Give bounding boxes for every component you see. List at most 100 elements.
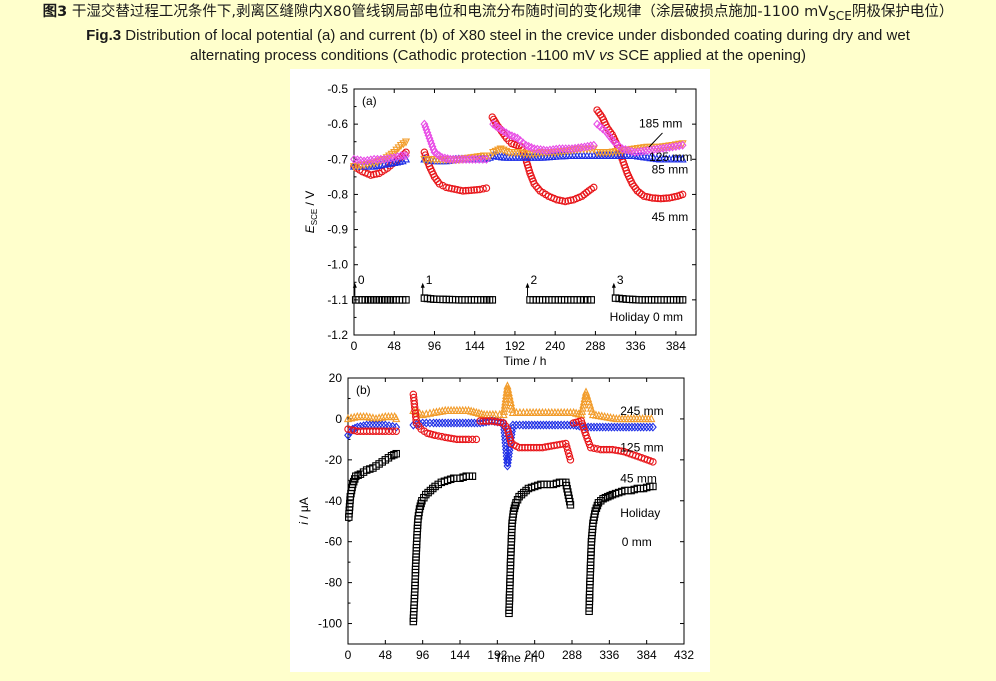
x-tick-label: 384 [666,339,686,353]
data-point [426,486,435,495]
y-tick-label: -0.5 [327,82,348,96]
caption-english-line1: Fig.3 Distribution of local potential (a… [0,26,996,46]
series-245-mm [343,381,656,423]
y-tick-label: -0.9 [327,223,348,237]
data-point [659,194,668,203]
data-point [485,152,494,161]
data-point [561,197,569,206]
data-point [566,420,575,430]
data-point [503,381,512,390]
data-point [637,146,646,156]
x-tick-label: 192 [487,648,507,662]
data-point [398,156,407,165]
series-label-holiday: Holiday 0 mm [610,310,683,324]
data-point [668,142,677,152]
series-label-125mm: 125 mm [649,150,692,164]
data-point [625,422,633,432]
series-label-185mm: 185 mm [639,117,682,131]
data-point [539,145,548,155]
data-point [636,422,645,432]
data-point [616,422,625,432]
data-point [360,156,368,166]
data-point [491,409,500,419]
data-point [562,443,571,451]
data-point [671,141,680,151]
y-tick-label: -1.1 [327,293,348,307]
data-point [502,147,511,157]
data-point [542,420,551,430]
data-point [462,154,471,164]
y-axis-title: ESCE / V [303,191,319,233]
data-point [455,418,464,428]
data-point [402,151,410,161]
data-point [442,183,450,192]
data-point [671,193,679,201]
x-tick-label: 96 [416,648,430,662]
data-point [496,418,505,427]
cycle-marker-arrowhead [352,282,357,288]
data-point [475,185,484,194]
data-point [479,185,487,193]
data-point [678,296,687,304]
panel-label: (b) [356,383,371,397]
data-point [397,151,405,161]
data-point [372,420,380,430]
data-point [580,142,589,152]
data-point [452,418,461,428]
cycle-marker-label: 0 [358,273,365,287]
y-tick-label: -80 [325,576,343,590]
data-point [456,186,464,195]
data-point [456,435,464,444]
data-point [383,154,392,164]
data-point [659,143,668,153]
data-point [530,180,538,188]
data-point [678,154,687,163]
data-point [506,394,515,403]
data-point [590,422,598,432]
y-tick-label: -20 [325,453,343,467]
y-tick-label: -0.8 [327,187,348,201]
data-point [459,187,467,195]
series-label-45mm: 45 mm [652,210,689,224]
data-point [627,422,636,432]
x-tick-label: 48 [388,339,402,353]
caption-en-line2-vs: vs [599,46,615,64]
data-point [549,145,558,155]
data-point [564,449,573,458]
data-point [512,420,521,430]
data-point [445,184,453,192]
data-point [352,472,360,480]
data-point [536,420,545,430]
series-holiday-0-mm [345,449,657,626]
data-point [545,420,554,430]
data-point [564,144,573,154]
x-tick-label: 144 [465,339,485,353]
data-point [488,296,497,304]
data-point [583,141,592,151]
data-point [678,140,687,150]
data-point [601,493,610,502]
data-point [504,387,513,397]
data-point [652,144,661,154]
caption-cn-label: 图3 [42,4,68,20]
data-point [529,443,538,452]
data-point [387,452,396,460]
data-point [533,144,542,154]
y-tick-label: 20 [329,371,343,385]
data-point [401,138,411,147]
data-point [542,145,551,156]
data-point [630,422,639,432]
data-point [557,420,566,430]
data-point [363,155,372,165]
x-tick-label: 336 [626,339,646,353]
data-point [450,418,458,428]
data-point [422,490,430,499]
data-point [458,418,467,428]
data-point [440,153,449,163]
data-point [506,397,515,407]
caption-cn-subscript: SCE [828,8,852,23]
data-point [381,427,390,435]
y-axis-title: i / μA [297,497,311,525]
chart-svg: 0 48 96 144 192 240 288 336 384 -1.2 -1.1 -1.0 -0.9 -… [297,82,697,665]
data-point [470,186,478,194]
